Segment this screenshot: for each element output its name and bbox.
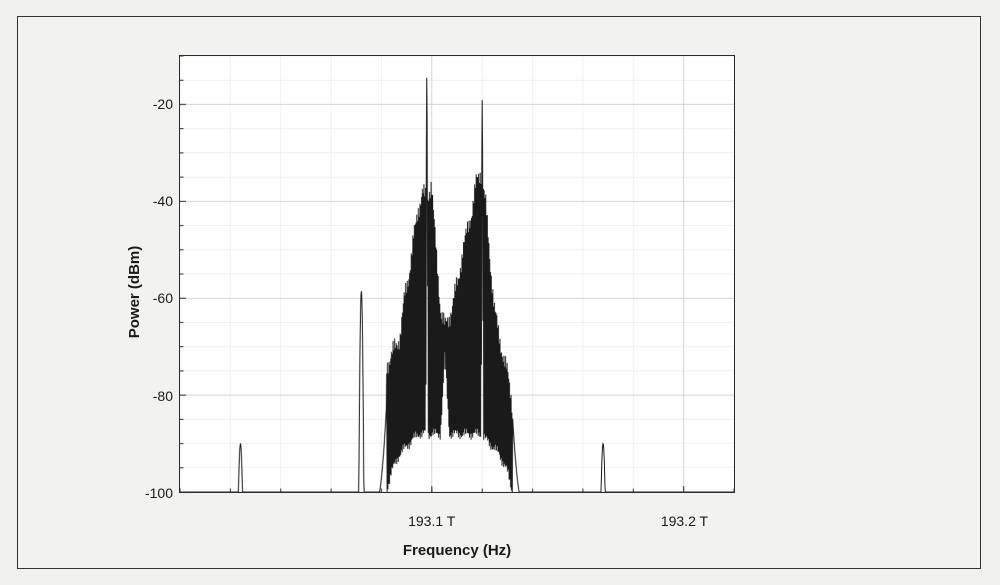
- spectrum-canvas: [180, 56, 734, 492]
- figure-outer-border: Power (dBm) -20-40-60-80-100 193.1 T193.…: [17, 16, 981, 569]
- x-tick-label: 193.2 T: [649, 513, 719, 529]
- x-axis-label: Frequency (Hz): [179, 542, 735, 559]
- plot-area: [179, 55, 735, 493]
- x-tick-label: 193.1 T: [397, 513, 467, 529]
- y-tick-label: -60: [127, 290, 173, 306]
- y-tick-label: -80: [127, 388, 173, 404]
- y-tick-label: -20: [127, 96, 173, 112]
- y-tick-label: -100: [127, 485, 173, 501]
- y-tick-label: -40: [127, 193, 173, 209]
- chart-wrap: Power (dBm) -20-40-60-80-100 193.1 T193.…: [93, 29, 788, 554]
